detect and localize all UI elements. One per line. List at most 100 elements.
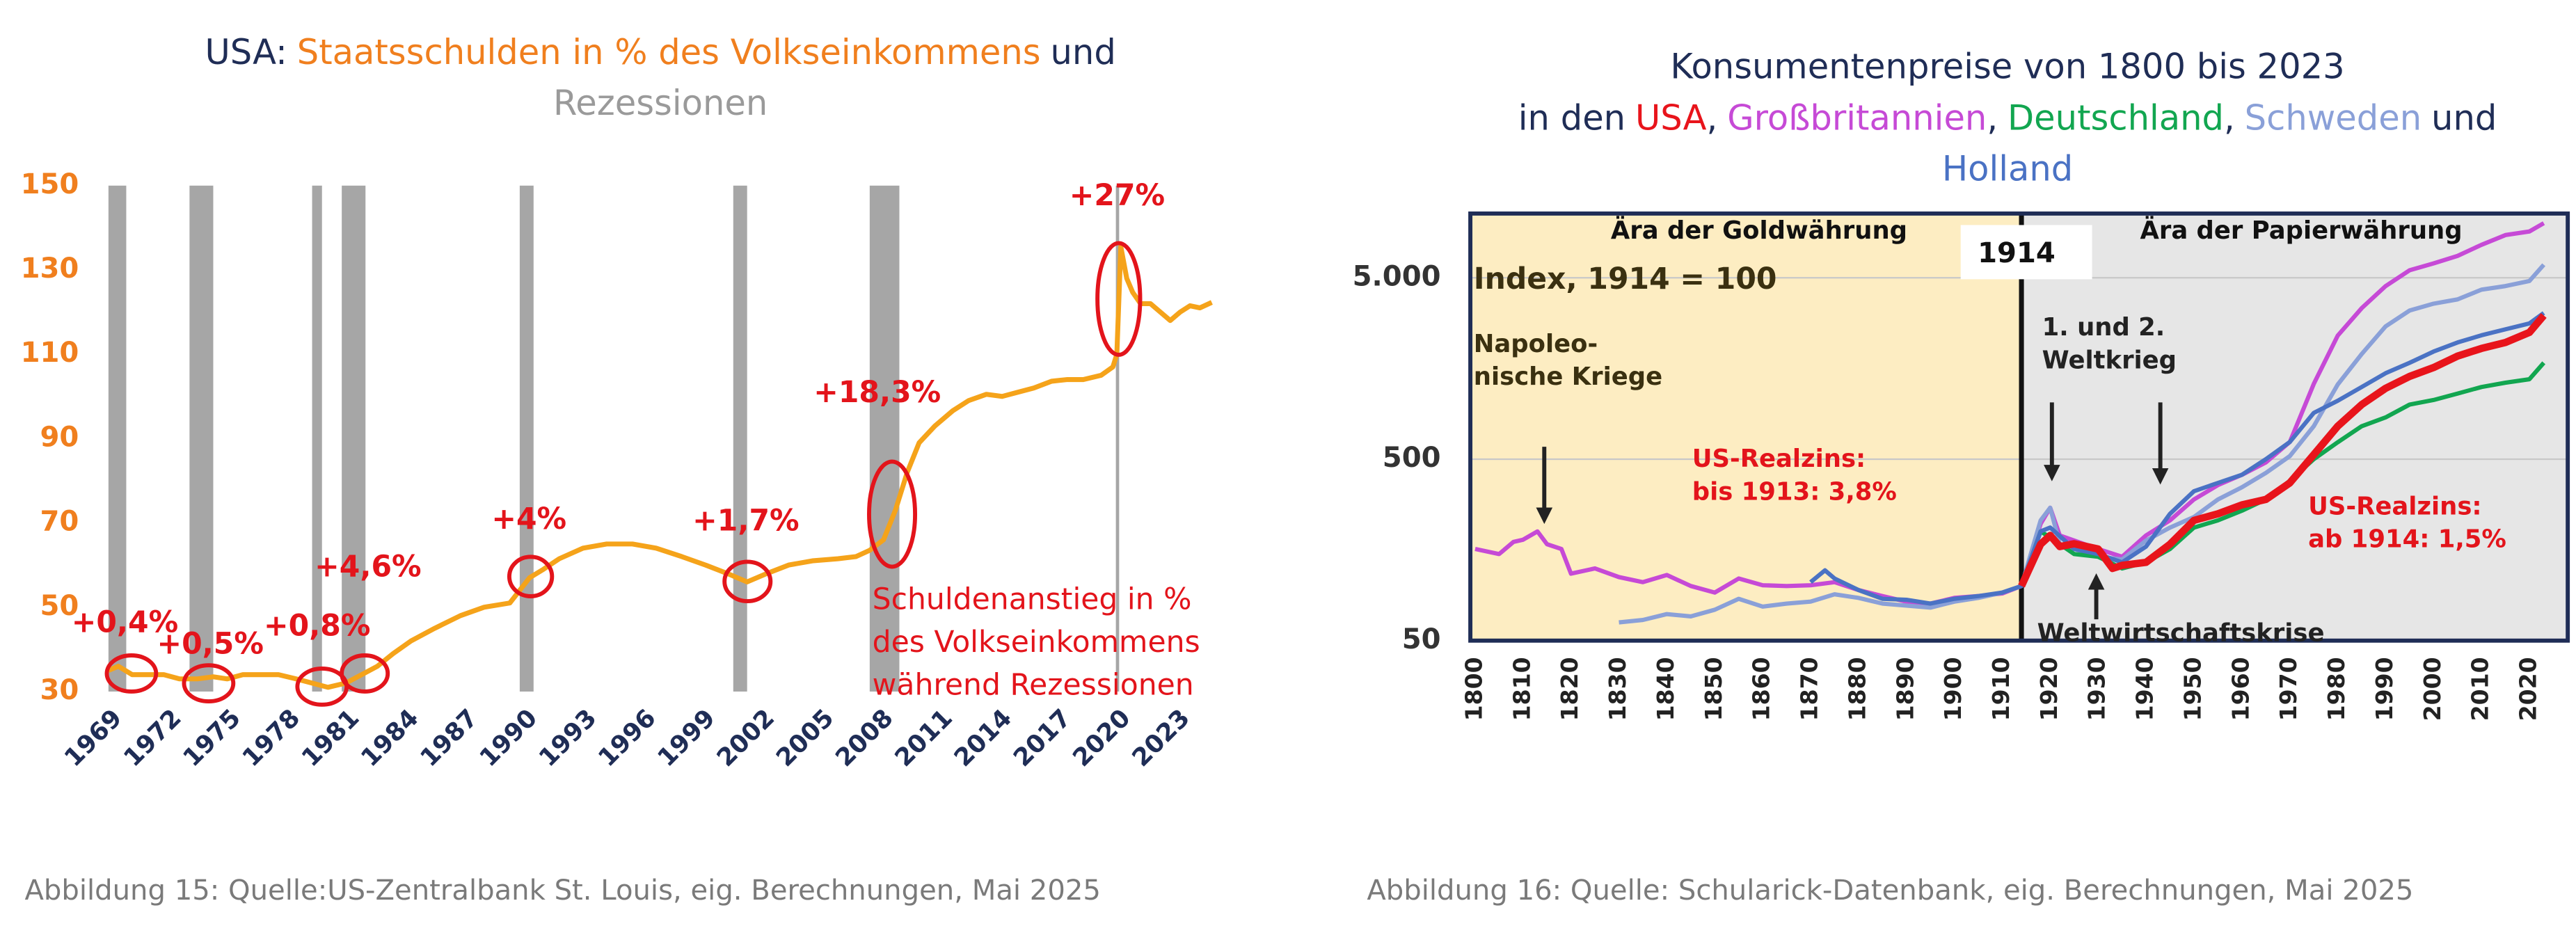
y-tick-label: 500 bbox=[1383, 442, 1441, 474]
x-tick-label: 1990 bbox=[2371, 657, 2398, 721]
chart-title: in den USA, Großbritannien, Deutschland, Sch… bbox=[1518, 97, 2497, 138]
era-label: Ära der Goldwährung bbox=[1611, 216, 1907, 245]
recession-band bbox=[733, 185, 747, 692]
chart-title: USA: Staatsschulden in % des Volkseinkomm… bbox=[205, 31, 1115, 72]
x-tick-label: 1993 bbox=[534, 703, 603, 772]
arrows bbox=[1536, 402, 2169, 620]
y-tick-label: 130 bbox=[21, 253, 79, 285]
annotation: bis 1913: 3,8% bbox=[1692, 477, 1897, 506]
title-part: Rezessionen bbox=[553, 83, 768, 123]
highlight-ellipse bbox=[182, 663, 236, 704]
x-tick-label: 2005 bbox=[771, 703, 840, 772]
recession-band bbox=[312, 185, 322, 692]
x-tick-label: 1970 bbox=[2275, 657, 2302, 721]
y-tick-label: 70 bbox=[40, 506, 79, 538]
y-tick-label: 110 bbox=[21, 337, 79, 369]
annotation: +4% bbox=[491, 502, 566, 536]
annotation: US-Realzins: bbox=[1692, 445, 1866, 473]
annotation: Schuldenanstieg in % bbox=[873, 583, 1192, 617]
recession-band bbox=[342, 185, 366, 692]
recession-band bbox=[189, 185, 214, 692]
x-tick-label: 1810 bbox=[1508, 657, 1535, 721]
annotation: Weltkrieg bbox=[2042, 346, 2177, 374]
title-part: in den bbox=[1518, 97, 1625, 138]
debt-line bbox=[107, 244, 1213, 690]
x-tick-label: 1890 bbox=[1891, 657, 1918, 721]
x-tick-label: 1950 bbox=[2179, 657, 2206, 721]
chart-title: Konsumentenpreise von 1800 bis 2023 bbox=[1670, 47, 2344, 87]
annotation: ab 1914: 1,5% bbox=[2308, 525, 2506, 554]
annotation: +0,8% bbox=[264, 609, 370, 643]
x-tick-label: 1975 bbox=[177, 703, 246, 772]
x-tick-label: 1984 bbox=[356, 703, 424, 772]
x-tick-label: 1850 bbox=[1700, 657, 1727, 721]
x-tick-label: 1840 bbox=[1652, 657, 1679, 721]
title-part: Großbritannien bbox=[1727, 97, 1987, 138]
annotation: Weltwirtschaftskrise bbox=[2037, 619, 2325, 647]
highlight-ellipse bbox=[867, 459, 918, 569]
x-tick-label: 1870 bbox=[1796, 657, 1823, 721]
highlight-ellipse bbox=[722, 559, 773, 604]
series-line bbox=[1809, 311, 2545, 606]
x-tick-label: 1996 bbox=[593, 703, 662, 772]
x-tick-label: 2014 bbox=[948, 703, 1017, 772]
annotation: Index, 1914 = 100 bbox=[1474, 262, 1777, 296]
title-part: Holland bbox=[1942, 148, 2073, 189]
divider-label-box bbox=[1960, 225, 2092, 280]
x-tick-label: 1969 bbox=[59, 703, 128, 772]
highlight-ellipse bbox=[1095, 241, 1143, 357]
y-tick-label: 30 bbox=[40, 674, 79, 706]
y-tick-label: 5.000 bbox=[1353, 260, 1441, 292]
x-tick-label: 1978 bbox=[237, 703, 306, 772]
annotation: +27% bbox=[1070, 179, 1165, 213]
plot-border bbox=[1468, 211, 2570, 643]
annotation: +0,5% bbox=[157, 627, 264, 661]
x-tick-label: 1960 bbox=[2227, 657, 2254, 721]
title-part: , bbox=[1987, 97, 1998, 138]
title-part: Deutschland bbox=[2007, 97, 2224, 138]
chart-title: Rezessionen bbox=[553, 83, 768, 123]
annotation: 1. und 2. bbox=[2042, 313, 2165, 342]
highlight-ellipse bbox=[340, 653, 390, 694]
y-tick-label: 90 bbox=[40, 421, 79, 453]
annotation: +4,6% bbox=[315, 550, 421, 584]
highlight-ellipse bbox=[507, 555, 555, 598]
annotation: des Volkseinkommens bbox=[873, 625, 1200, 660]
title-part: Staatsschulden in % des Volkseinkommens bbox=[297, 31, 1041, 72]
x-tick-label: 1800 bbox=[1460, 657, 1487, 721]
x-tick-label: 1930 bbox=[2083, 657, 2110, 721]
y-tick-label: 50 bbox=[40, 590, 79, 622]
x-tick-label: 1990 bbox=[475, 703, 543, 772]
x-tick-label: 1830 bbox=[1604, 657, 1631, 721]
annotation: +1,7% bbox=[692, 504, 799, 538]
caption: Abbildung 15: Quelle:US-Zentralbank St. … bbox=[24, 875, 1100, 907]
era-region bbox=[1470, 213, 2022, 641]
title-part: Schweden bbox=[2245, 97, 2422, 138]
x-tick-label: 1940 bbox=[2131, 657, 2158, 721]
x-tick-label: 1900 bbox=[1939, 657, 1966, 721]
title-part: , bbox=[1707, 97, 1718, 138]
x-tick-label: 1910 bbox=[1987, 657, 2014, 721]
x-tick-label: 2011 bbox=[889, 703, 958, 772]
caption: Abbildung 16: Quelle: Schularick-Datenba… bbox=[1367, 875, 2413, 907]
y-tick-label: 50 bbox=[1402, 623, 1441, 655]
title-part: und bbox=[2431, 97, 2497, 138]
recession-band bbox=[108, 185, 127, 692]
x-tick-label: 2020 bbox=[1067, 703, 1136, 772]
recession-band bbox=[1115, 185, 1120, 692]
x-tick-label: 2017 bbox=[1008, 703, 1077, 772]
x-tick-label: 1987 bbox=[415, 703, 484, 772]
series-line bbox=[2018, 312, 2547, 588]
recession-band bbox=[869, 185, 900, 692]
annotation: +18,3% bbox=[813, 376, 941, 410]
annotation: Napoleo- bbox=[1474, 330, 1598, 358]
annotation: während Rezessionen bbox=[873, 668, 1194, 702]
x-tick-label: 1820 bbox=[1556, 657, 1583, 721]
x-tick-label: 1999 bbox=[652, 703, 721, 772]
y-tick-label: 150 bbox=[21, 168, 79, 200]
x-tick-label: 2002 bbox=[711, 703, 780, 772]
era-label: Ära der Papierwährung bbox=[2140, 216, 2462, 245]
x-tick-label: 1920 bbox=[2035, 657, 2062, 721]
